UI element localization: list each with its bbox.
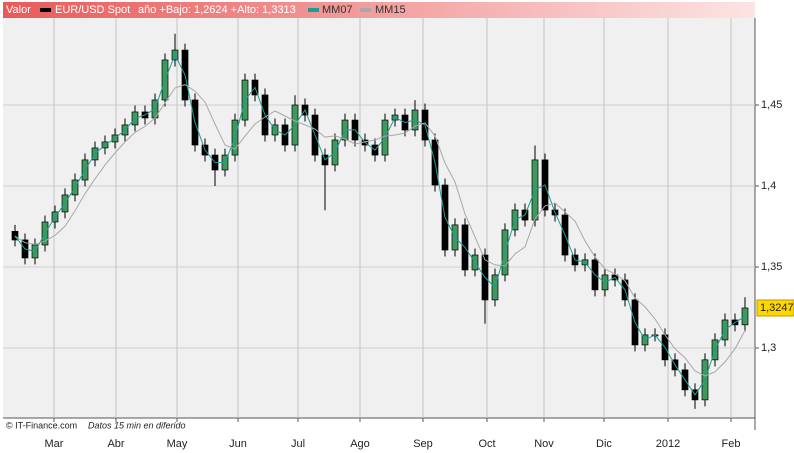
legend-label: MM15 xyxy=(375,4,406,16)
x-tick-label: Jun xyxy=(229,438,247,450)
x-tick-label: Abr xyxy=(107,438,124,450)
legend-swatch xyxy=(360,8,371,12)
y-tick-label: 1,4 xyxy=(761,180,776,192)
legend-label: EUR/USD Spot xyxy=(55,4,130,16)
x-tick-label: Jul xyxy=(291,438,305,450)
y-tick-label: 1,45 xyxy=(761,99,782,111)
moving-average-line xyxy=(14,84,746,377)
x-tick-label: Mar xyxy=(45,438,64,450)
plot-area xyxy=(3,18,755,418)
legend-label: MM07 xyxy=(322,4,353,16)
marks xyxy=(11,33,749,409)
x-tick-label: Oct xyxy=(478,438,495,450)
header-label: Valor xyxy=(6,4,31,16)
x-tick-label: Sep xyxy=(413,438,433,450)
x-tick-label: May xyxy=(167,438,188,450)
x-tick-label: Dic xyxy=(596,438,612,450)
header-bar xyxy=(3,2,755,18)
y-tick-label: 1,3 xyxy=(761,342,776,354)
x-tick-label: Feb xyxy=(722,438,741,450)
moving-average-line xyxy=(14,53,746,396)
legend-swatch xyxy=(40,8,51,12)
candle-body xyxy=(11,231,19,241)
legend-swatch xyxy=(308,8,319,12)
range-note: año +Bajo: 1,2624 +Alto: 1,3313 xyxy=(138,4,296,16)
x-tick-label: Nov xyxy=(534,438,554,450)
y-tick-label: 1,35 xyxy=(761,261,782,273)
x-tick-label: 2012 xyxy=(656,438,680,450)
last-price-box xyxy=(756,299,794,317)
x-tick-label: Ago xyxy=(350,438,370,450)
last-price-label: 1,3247 xyxy=(760,302,794,314)
footer-note: Datos 15 min en diferido xyxy=(88,420,186,430)
footer-source: © IT-Finance.com xyxy=(6,420,77,430)
